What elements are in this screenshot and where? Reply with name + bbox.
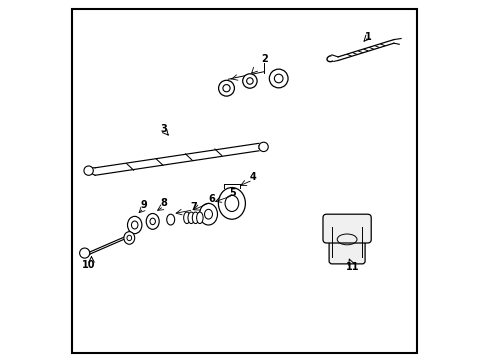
- Text: 4: 4: [249, 172, 256, 182]
- Circle shape: [242, 74, 257, 88]
- Text: 3: 3: [160, 123, 166, 134]
- Text: 6: 6: [207, 194, 214, 204]
- Text: 9: 9: [140, 200, 147, 210]
- Circle shape: [80, 248, 89, 258]
- Ellipse shape: [146, 213, 159, 229]
- Text: 11: 11: [345, 262, 359, 272]
- Text: 1: 1: [365, 32, 371, 42]
- Ellipse shape: [187, 212, 194, 224]
- Circle shape: [269, 69, 287, 88]
- Ellipse shape: [218, 188, 245, 219]
- Ellipse shape: [127, 216, 142, 234]
- Circle shape: [84, 166, 93, 175]
- Ellipse shape: [199, 203, 217, 225]
- Text: 10: 10: [82, 260, 96, 270]
- Circle shape: [258, 142, 268, 152]
- FancyBboxPatch shape: [328, 224, 365, 264]
- Ellipse shape: [325, 216, 367, 237]
- Ellipse shape: [196, 212, 203, 224]
- Ellipse shape: [166, 214, 174, 225]
- Ellipse shape: [123, 232, 134, 244]
- FancyBboxPatch shape: [322, 214, 370, 243]
- Text: 7: 7: [190, 202, 196, 212]
- Circle shape: [218, 80, 234, 96]
- Text: 2: 2: [261, 54, 267, 64]
- Text: 5: 5: [229, 188, 236, 198]
- Text: 8: 8: [160, 198, 167, 208]
- Ellipse shape: [183, 212, 190, 224]
- Ellipse shape: [192, 212, 199, 224]
